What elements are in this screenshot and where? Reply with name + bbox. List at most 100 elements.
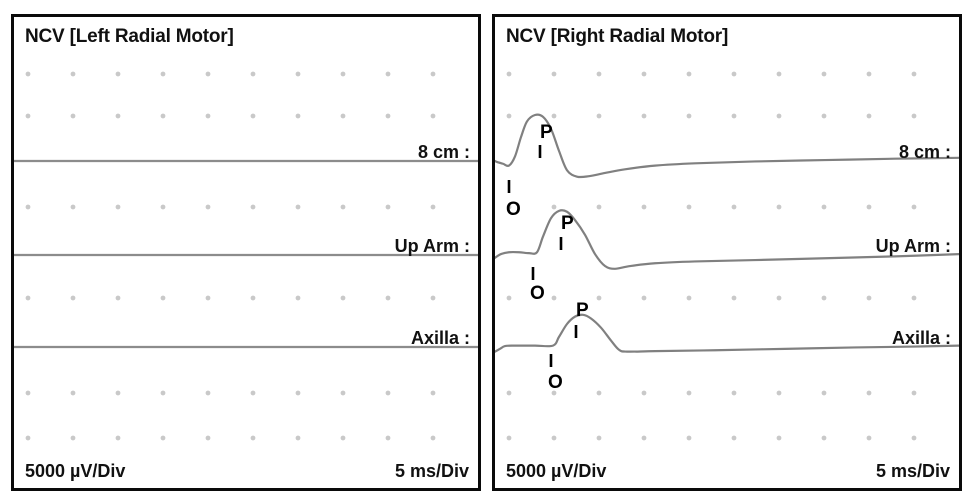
grid-dot	[551, 390, 557, 396]
grid-dot	[160, 113, 166, 119]
grid-dot	[115, 71, 121, 77]
grid-dot	[385, 295, 391, 301]
grid-dot	[115, 435, 121, 441]
grid-dot	[866, 390, 872, 396]
ncv-panel-right[interactable]: NCV [Right Radial Motor] 8 cm : Up Arm :…	[492, 14, 962, 491]
grid-dot	[205, 295, 211, 301]
grid-dot	[821, 295, 827, 301]
grid-dot	[866, 71, 872, 77]
grid-dot	[385, 71, 391, 77]
grid-dot	[70, 435, 76, 441]
grid-dot	[596, 71, 602, 77]
grid-dot	[596, 113, 602, 119]
plot-area-left	[14, 17, 478, 488]
grid-dot	[250, 71, 256, 77]
grid-dot	[776, 295, 782, 301]
grid-dot	[596, 390, 602, 396]
grid-dot	[250, 435, 256, 441]
grid-dot	[641, 71, 647, 77]
grid-dot	[250, 295, 256, 301]
grid-dot	[596, 435, 602, 441]
grid-dot	[731, 71, 737, 77]
grid-dot	[115, 295, 121, 301]
grid-dot	[866, 295, 872, 301]
grid-dot	[506, 390, 512, 396]
grid-dot	[430, 435, 436, 441]
sweep-label-right: 5 ms/Div	[875, 461, 950, 481]
grid-dot	[686, 390, 692, 396]
grid-dot	[506, 113, 512, 119]
marker-onset-1: O	[506, 199, 521, 220]
grid-dot	[686, 295, 692, 301]
grid-dot	[160, 204, 166, 210]
grid-dot	[340, 204, 346, 210]
panel-title-left: NCV [Left Radial Motor]	[25, 26, 234, 47]
grid-dot	[385, 435, 391, 441]
grid-dot	[250, 204, 256, 210]
waveform-trace	[495, 313, 959, 353]
waveform-trace	[495, 209, 959, 270]
waveform-trace	[495, 113, 959, 179]
grid-dot	[506, 435, 512, 441]
grid-dot	[506, 71, 512, 77]
grid-dot	[205, 113, 211, 119]
grid-dot	[25, 435, 31, 441]
grid-dot	[821, 390, 827, 396]
grid-dot	[70, 390, 76, 396]
panel-title-right: NCV [Right Radial Motor]	[506, 26, 729, 47]
grid-dot	[776, 71, 782, 77]
trace-label-uparm-left: Up Arm :	[394, 236, 470, 256]
grid-dot	[70, 71, 76, 77]
marker-peak-3: P	[576, 300, 589, 321]
grid-dot	[70, 295, 76, 301]
grid-dot	[115, 204, 121, 210]
grid-dot	[551, 113, 557, 119]
gain-label-right: 5000 µV/Div	[506, 461, 607, 481]
ncv-panel-left[interactable]: NCV [Left Radial Motor] 8 cm : Up Arm : …	[11, 14, 481, 491]
marker-peak-1: P	[540, 122, 553, 143]
grid-and-traces-left	[14, 71, 478, 441]
grid-dot	[911, 295, 917, 301]
grid-dot	[160, 295, 166, 301]
grid-dot	[641, 390, 647, 396]
grid-dot	[295, 71, 301, 77]
grid-dot	[205, 71, 211, 77]
trace-label-axilla-left: Axilla :	[410, 328, 470, 348]
grid-dot	[866, 113, 872, 119]
grid-dot	[551, 71, 557, 77]
grid-dot	[295, 435, 301, 441]
grid-dot	[25, 204, 31, 210]
grid-dot	[686, 113, 692, 119]
grid-dot	[70, 204, 76, 210]
grid-dot	[385, 113, 391, 119]
grid-and-traces-right	[495, 71, 959, 441]
grid-dot	[731, 113, 737, 119]
trace-label-8cm-right: 8 cm :	[898, 142, 951, 162]
grid-dot	[911, 390, 917, 396]
marker-peak-2: P	[561, 213, 574, 234]
grid-dot	[551, 204, 557, 210]
grid-dot	[686, 71, 692, 77]
grid-dot	[641, 113, 647, 119]
grid-dots-left	[25, 71, 436, 441]
marker-onset-2: O	[530, 283, 545, 304]
grid-dot	[295, 390, 301, 396]
grid-dot	[205, 390, 211, 396]
grid-dot	[340, 113, 346, 119]
grid-dot	[25, 113, 31, 119]
grid-dot	[25, 390, 31, 396]
grid-dot	[160, 435, 166, 441]
grid-dot	[821, 71, 827, 77]
sweep-label-left: 5 ms/Div	[394, 461, 469, 481]
grid-dot	[821, 435, 827, 441]
grid-dot	[821, 204, 827, 210]
grid-dot	[160, 390, 166, 396]
grid-dot	[160, 71, 166, 77]
trace-label-8cm-left: 8 cm :	[417, 142, 470, 162]
baselines-left	[14, 159, 478, 349]
grid-dot	[776, 435, 782, 441]
grid-dot	[340, 435, 346, 441]
grid-dot	[641, 295, 647, 301]
grid-dot	[295, 113, 301, 119]
grid-dot	[821, 113, 827, 119]
